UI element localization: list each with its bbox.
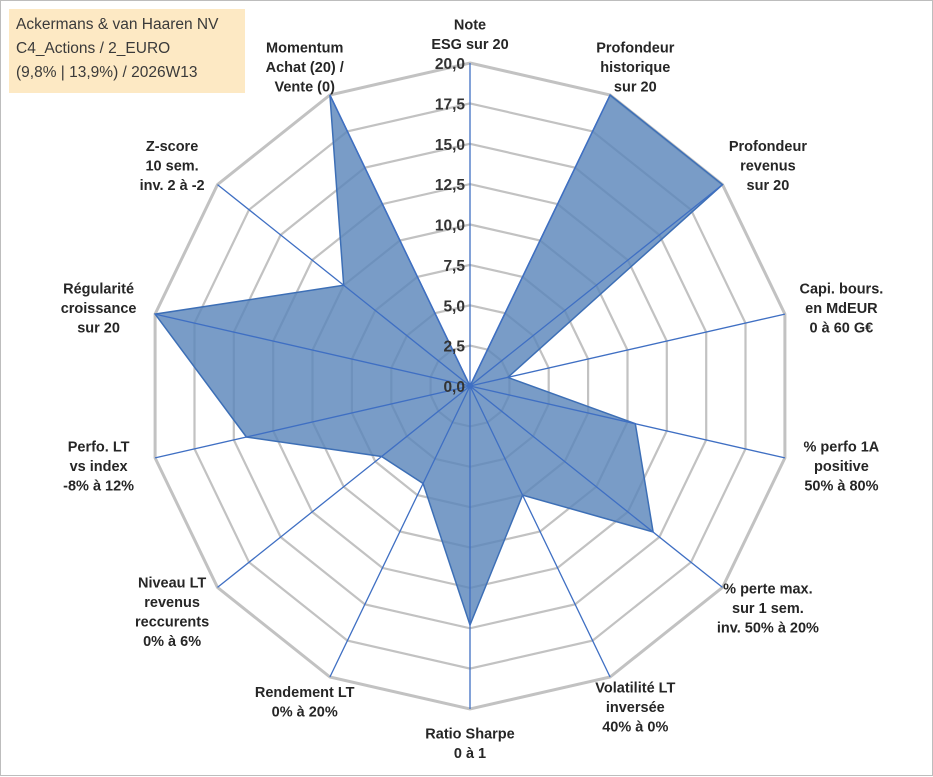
tick-label: 17,5 xyxy=(435,96,466,113)
axis-label-line: en MdEUR xyxy=(805,301,878,317)
axis-label-line: % perfo 1A xyxy=(804,439,880,455)
axis-label-line: 0% à 20% xyxy=(272,705,338,721)
tick-label: 10,0 xyxy=(435,218,465,235)
tick-label: 20,0 xyxy=(435,56,465,73)
axis-spoke xyxy=(217,385,471,588)
axis-label-line: inv. 50% à 20% xyxy=(717,621,819,637)
axis-label-line: inversée xyxy=(606,700,665,716)
axis-label: Note ESG sur 20 xyxy=(431,18,508,54)
title-line-period: (9,8% | 13,9%) / 2026W13 xyxy=(16,64,198,81)
tick-label: 5,0 xyxy=(443,298,465,315)
axis-spoke xyxy=(469,94,611,387)
axis-label-line: Achat (20) / xyxy=(266,60,344,76)
axis-label-line: 10 sem. xyxy=(145,159,198,175)
axis-label-line: Note xyxy=(454,18,486,34)
axis-label: Z-score 10 sem. inv. 2 à -2 xyxy=(140,139,205,194)
title-line-company: Ackermans & van Haaren NV xyxy=(16,16,219,33)
axis-label-line: 0 à 60 G€ xyxy=(810,320,874,336)
axis-label-line: Niveau LT xyxy=(138,575,206,591)
axis-spoke xyxy=(469,385,723,588)
axis-label-line: reccurents xyxy=(135,614,209,630)
axis-label-layer: Note ESG sur 20 Profondeur historique sur 20… xyxy=(61,18,884,763)
axis-label-line: Momentum xyxy=(266,40,343,56)
axis-label: % perte max. sur 1 sem. inv. 50% à 20% xyxy=(717,582,819,637)
axis-label: Rendement LT 0% à 20% xyxy=(255,685,355,721)
axis-label: Perfo. LT vs index -8% à 12% xyxy=(63,439,134,494)
axis-label: % perfo 1A positive 50% à 80% xyxy=(804,439,880,494)
axis-label-line: Volatilité LT xyxy=(595,680,675,696)
axis-label-line: Ratio Sharpe xyxy=(425,727,514,743)
axis-spoke xyxy=(217,184,471,387)
axis-label-line: Rendement LT xyxy=(255,685,355,701)
axis-label: Capi. bours. en MdEUR 0 à 60 G€ xyxy=(800,281,884,336)
axis-label-line: Profondeur xyxy=(596,40,674,56)
axis-label-line: Profondeur xyxy=(729,139,807,155)
axis-label-line: Perfo. LT xyxy=(68,439,130,455)
axis-spoke xyxy=(154,385,471,459)
title-box: Ackermans & van Haaren NV C4_Actions / 2… xyxy=(9,9,245,93)
axis-label: Momentum Achat (20) / Vente (0) xyxy=(266,40,344,95)
axis-label: Ratio Sharpe 0 à 1 xyxy=(425,727,514,763)
tick-label: 12,5 xyxy=(435,177,466,194)
axis-label-line: 50% à 80% xyxy=(804,478,878,494)
axis-spoke xyxy=(469,385,786,459)
axis-label-line: historique xyxy=(600,60,670,76)
axis-label-line: ESG sur 20 xyxy=(431,37,508,53)
axis-label-line: Z-score xyxy=(146,139,198,155)
tick-label: 0,0 xyxy=(443,379,465,396)
axis-label-line: 40% à 0% xyxy=(602,719,668,735)
axis-spoke xyxy=(329,94,471,387)
axis-label-line: -8% à 12% xyxy=(63,478,134,494)
axis-label: Profondeur revenus sur 20 xyxy=(729,139,807,194)
axis-spoke xyxy=(469,313,786,387)
axis-spoke xyxy=(469,184,723,387)
axis-label-line: inv. 2 à -2 xyxy=(140,178,205,194)
axis-label-line: sur 20 xyxy=(747,178,790,194)
axis-label-line: Régularité xyxy=(63,281,134,297)
axis-spoke xyxy=(469,385,611,678)
axis-spoke xyxy=(154,313,471,387)
tick-label: 15,0 xyxy=(435,137,465,154)
axis-label-line: Capi. bours. xyxy=(800,281,884,297)
axis-spoke xyxy=(329,385,471,678)
axis-label-line: % perte max. xyxy=(723,582,812,598)
axis-label: Profondeur historique sur 20 xyxy=(596,40,674,95)
axis-label-line: revenus xyxy=(144,595,200,611)
axis-label-line: 0% à 6% xyxy=(143,634,201,650)
axis-label-line: 0 à 1 xyxy=(454,746,486,762)
axis-label-line: sur 20 xyxy=(614,79,657,95)
axis-label: Niveau LT revenus reccurents 0% à 6% xyxy=(135,575,209,650)
axis-label-line: sur 20 xyxy=(77,320,120,336)
axis-label: Régularité croissance sur 20 xyxy=(61,281,137,336)
axis-label-line: Vente (0) xyxy=(274,79,335,95)
axis-label-line: positive xyxy=(814,459,869,475)
axis-label-line: revenus xyxy=(740,159,796,175)
axis-label-line: croissance xyxy=(61,301,137,317)
tick-label: 2,5 xyxy=(443,339,465,356)
tick-label: 7,5 xyxy=(443,258,465,275)
tick-label-layer: 0,0 2,5 5,0 7,5 10,0 12,5 15,0 17,5 20,0 xyxy=(435,56,466,396)
title-line-category: C4_Actions / 2_EURO xyxy=(16,40,171,57)
spoke-layer xyxy=(154,63,786,709)
axis-label: Volatilité LT inversée 40% à 0% xyxy=(595,680,675,735)
axis-label-line: vs index xyxy=(70,459,128,475)
axis-label-line: sur 1 sem. xyxy=(732,601,804,617)
